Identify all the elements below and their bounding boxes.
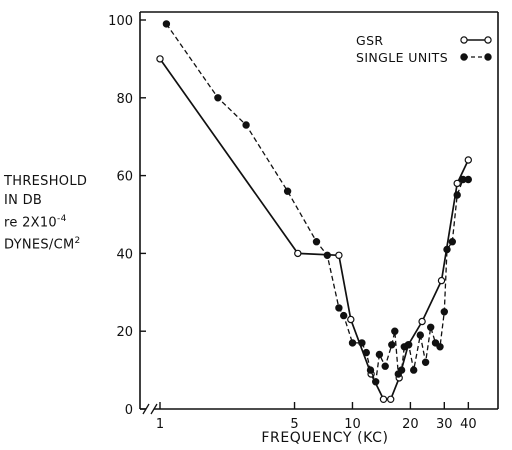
gsr-data-point bbox=[464, 156, 472, 164]
gsr-data-point bbox=[335, 251, 343, 259]
x-tick-label: 20 bbox=[402, 417, 419, 432]
y-tick-label: 0 bbox=[125, 403, 133, 418]
single-units-data-point bbox=[358, 339, 366, 347]
single-units-data-point bbox=[283, 187, 292, 195]
single-units-data-point bbox=[416, 331, 424, 339]
legend-single-units-marker bbox=[484, 53, 492, 61]
single-units-data-point bbox=[335, 304, 343, 312]
single-units-data-point bbox=[162, 20, 171, 28]
y-tick-label: 40 bbox=[116, 247, 133, 262]
axis-break-mark-2 bbox=[150, 403, 158, 415]
gsr-data-point bbox=[437, 276, 446, 285]
single-units-data-point bbox=[405, 341, 413, 349]
single-units-data-point bbox=[348, 339, 357, 347]
x-tick-label: 40 bbox=[460, 417, 477, 432]
x-tick-label: 1 bbox=[156, 417, 164, 432]
y-axis-label-line-3: re 2X10-4 bbox=[4, 214, 67, 231]
single-units-data-point bbox=[214, 94, 222, 102]
legend-label: SINGLE UNITS bbox=[356, 50, 448, 65]
single-units-data-point bbox=[323, 251, 331, 259]
y-axis-label-line-1: THRESHOLD bbox=[4, 174, 88, 189]
legend-label: GSR bbox=[356, 33, 384, 48]
single-units-data-point bbox=[443, 245, 451, 254]
y-tick-label: 20 bbox=[116, 325, 133, 340]
single-units-data-point bbox=[366, 366, 375, 374]
gsr-data-point bbox=[156, 55, 164, 63]
single-units-data-point bbox=[397, 366, 406, 374]
plot-series bbox=[156, 20, 472, 403]
legend-single-units-marker bbox=[460, 53, 468, 61]
single-units-data-point bbox=[391, 327, 399, 335]
y-tick-label: 100 bbox=[108, 14, 133, 29]
gsr-data-point bbox=[294, 249, 302, 258]
y-axis-label: THRESHOLD IN DB re 2X10-4 DYNES/CM2 bbox=[4, 172, 87, 255]
gsr-series-line bbox=[159, 58, 470, 401]
x-tick-label: 10 bbox=[344, 417, 361, 432]
legend-gsr-marker bbox=[484, 36, 492, 44]
legend-gsr-marker bbox=[460, 36, 468, 44]
y-axis-label-line-2: IN DB bbox=[4, 193, 43, 208]
single-units-data-point bbox=[388, 341, 396, 349]
y-tick-label: 80 bbox=[116, 92, 133, 107]
single-units-data-point bbox=[427, 323, 435, 331]
gsr-data-point bbox=[418, 317, 426, 326]
single-units-data-point bbox=[340, 311, 348, 320]
x-tick-label: 30 bbox=[436, 417, 453, 432]
single-units-data-point bbox=[410, 366, 418, 374]
single-units-data-point bbox=[440, 308, 448, 316]
single-units-data-point bbox=[464, 175, 472, 184]
single-units-data-point bbox=[381, 362, 389, 370]
gsr-data-point bbox=[347, 315, 355, 324]
gsr-data-point bbox=[379, 395, 388, 403]
y-axis-label-exponent-2: 2 bbox=[74, 236, 81, 247]
single-units-data-point bbox=[312, 237, 321, 246]
gsr-data-point bbox=[387, 395, 395, 403]
x-tick-label: 5 bbox=[290, 417, 298, 432]
single-units-data-point bbox=[421, 358, 430, 366]
single-units-data-point bbox=[375, 350, 384, 359]
y-axis-label-exponent-1: -4 bbox=[57, 214, 67, 224]
x-axis-label: FREQUENCY (KC) bbox=[261, 430, 388, 446]
single-units-data-point bbox=[372, 378, 380, 386]
single-units-data-point bbox=[448, 237, 456, 246]
single-units-data-point bbox=[453, 191, 461, 199]
gsr-data-point bbox=[453, 179, 461, 188]
single-units-data-point bbox=[431, 339, 440, 347]
axes: 0 20 40 60 80 100 1 5 10 20 30 40 FREQUENCY (KC) bbox=[108, 11, 499, 446]
single-units-data-point bbox=[242, 121, 250, 129]
legend: GSR SINGLE UNITS bbox=[356, 33, 492, 65]
y-tick-label: 60 bbox=[116, 170, 133, 185]
single-units-data-point bbox=[362, 348, 370, 357]
y-axis-label-line-4: DYNES/CM2 bbox=[4, 236, 81, 253]
single-units-series-line bbox=[165, 23, 469, 385]
single-units-data-point bbox=[436, 343, 444, 351]
